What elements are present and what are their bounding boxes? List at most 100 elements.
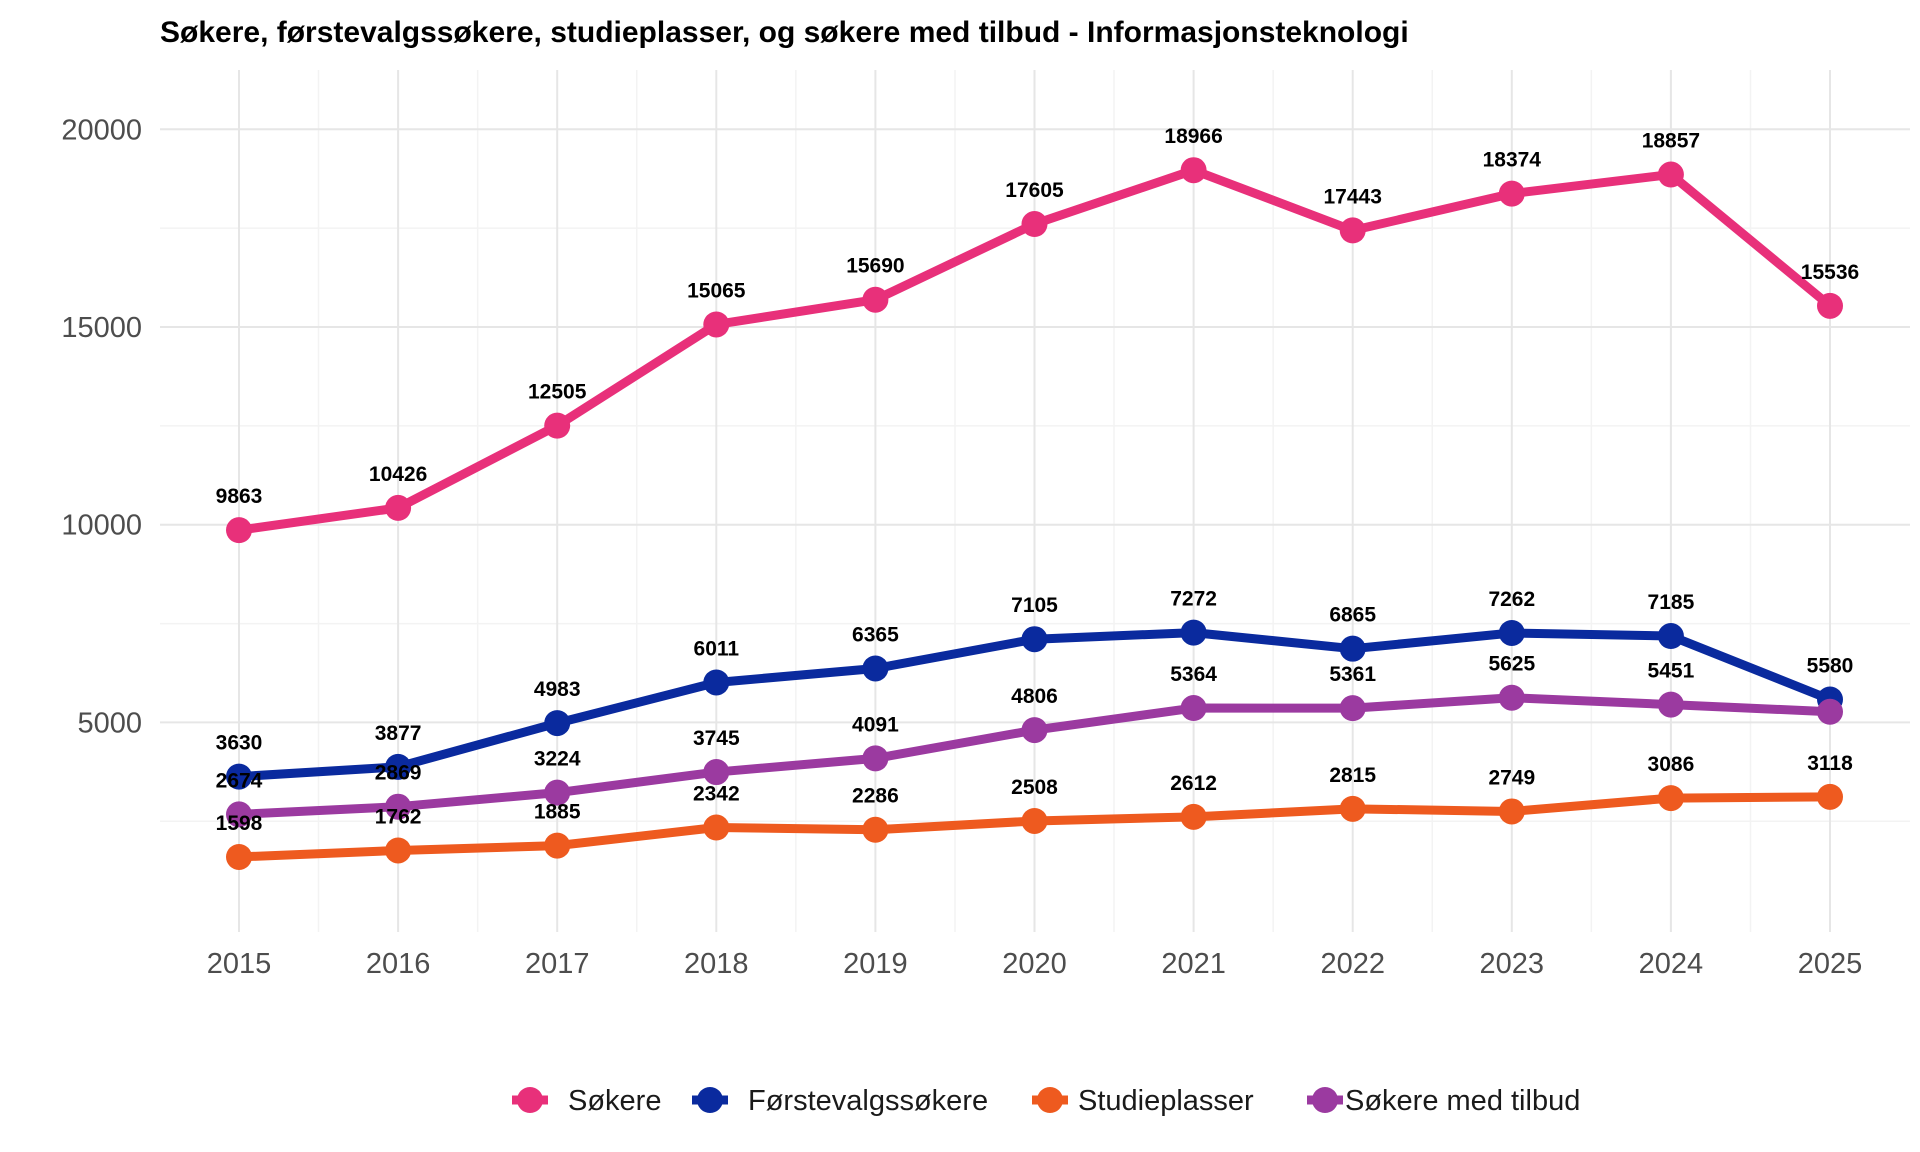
series-3 (226, 684, 1843, 828)
data-label: 7105 (1011, 594, 1058, 617)
data-point (544, 779, 571, 806)
data-point (703, 759, 730, 786)
data-label: 7262 (1488, 588, 1535, 611)
data-label: 1762 (375, 805, 422, 828)
x-tick-label: 2024 (1639, 948, 1704, 980)
data-point (1817, 783, 1843, 810)
series-1 (226, 619, 1843, 790)
data-point (1657, 785, 1684, 812)
legend-item-2: Studieplasser (1032, 1085, 1254, 1117)
data-label: 1598 (216, 812, 263, 835)
chart-title: Søkere, førstevalgssøkere, studieplasser… (160, 16, 1409, 49)
data-point (1498, 684, 1525, 711)
data-point (226, 843, 252, 870)
data-point (862, 745, 889, 772)
series-layer (226, 157, 1843, 870)
data-point (1657, 623, 1684, 650)
data-point (703, 669, 730, 696)
data-label: 12505 (528, 381, 587, 404)
data-point (1021, 807, 1048, 834)
data-point (703, 311, 730, 338)
data-point (1498, 180, 1525, 207)
data-label: 17443 (1323, 185, 1381, 208)
series-0 (226, 157, 1843, 544)
data-label: 3086 (1648, 753, 1695, 776)
data-label: 2342 (693, 783, 740, 806)
data-point (1339, 217, 1366, 244)
legend-item-1: Førstevalgssøkere (692, 1085, 988, 1117)
x-tick-label: 2015 (207, 948, 272, 980)
data-label: 18857 (1642, 130, 1700, 153)
data-point (1498, 619, 1525, 646)
data-label: 17605 (1005, 179, 1064, 202)
data-point (1180, 157, 1207, 184)
legend-item-3: Søkere med tilbud (1307, 1085, 1580, 1117)
data-point (1657, 691, 1684, 718)
legend-key-point (517, 1087, 543, 1113)
legend-label: Førstevalgssøkere (748, 1085, 988, 1117)
legend: Søkere Førstevalgssøkere Studieplasser Søke… (512, 1085, 1580, 1117)
data-point (1180, 803, 1207, 830)
data-label: 5580 (1807, 654, 1854, 677)
y-tick-label: 5000 (77, 707, 142, 739)
data-label: 10426 (369, 463, 427, 486)
data-point (385, 837, 412, 864)
data-label: 2508 (1011, 776, 1058, 799)
data-label: 3745 (693, 727, 740, 750)
legend-key-point (1037, 1087, 1063, 1113)
data-point (1657, 161, 1684, 188)
x-tick-label: 2021 (1161, 948, 1226, 980)
data-point (544, 832, 571, 859)
data-label: 5364 (1170, 663, 1217, 686)
x-tick-label: 2025 (1798, 948, 1863, 980)
x-tick-label: 2019 (843, 948, 908, 980)
data-label: 15690 (846, 255, 904, 278)
legend-label: Studieplasser (1078, 1085, 1254, 1117)
data-point (385, 753, 412, 780)
data-point (385, 793, 412, 820)
data-point (1817, 698, 1843, 725)
data-point (226, 517, 252, 544)
legend-key-point (1312, 1087, 1338, 1113)
data-label: 3224 (534, 748, 581, 771)
series-2 (226, 783, 1843, 870)
data-label: 18966 (1164, 125, 1222, 148)
data-label: 4983 (534, 678, 581, 701)
data-point (862, 286, 889, 313)
data-label: 6865 (1329, 604, 1376, 627)
data-point (1180, 619, 1207, 646)
legend-label: Søkere (568, 1085, 661, 1117)
data-label: 7185 (1648, 591, 1695, 614)
legend-item-0: Søkere (512, 1085, 661, 1117)
data-label: 2749 (1488, 766, 1535, 789)
data-point (1498, 798, 1525, 825)
data-point (1021, 717, 1048, 744)
data-point (1180, 695, 1207, 722)
data-point (862, 655, 889, 682)
data-point (1339, 695, 1366, 722)
data-point (1817, 292, 1843, 319)
data-label: 2815 (1329, 764, 1376, 787)
data-label: 9863 (216, 485, 263, 508)
data-point (1339, 795, 1366, 822)
x-tick-label: 2023 (1480, 948, 1545, 980)
legend-label: Søkere med tilbud (1345, 1085, 1580, 1117)
data-labels-layer: 9863 10426 12505 15065 15690 17605 18966 17443 1… (216, 125, 1860, 835)
data-point (226, 763, 252, 790)
data-label: 15065 (687, 279, 746, 302)
y-tick-label: 10000 (61, 510, 142, 542)
data-point (226, 801, 252, 828)
data-point (703, 814, 730, 841)
data-label: 2674 (216, 769, 263, 792)
data-label: 6011 (694, 637, 740, 660)
y-tick-label: 15000 (61, 312, 142, 344)
data-point (1021, 211, 1048, 238)
data-point (1339, 635, 1366, 662)
x-tick-label: 2017 (525, 948, 590, 980)
data-label: 4091 (852, 713, 899, 736)
legend-key-point (697, 1087, 723, 1113)
data-point (1021, 626, 1048, 653)
data-label: 2286 (852, 785, 899, 808)
